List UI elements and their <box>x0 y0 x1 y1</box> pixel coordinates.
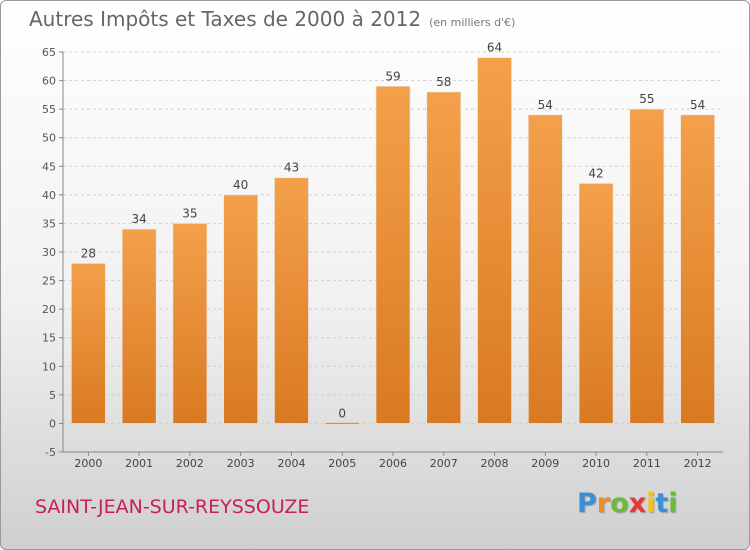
value-label-2004: 43 <box>284 161 299 175</box>
bar-2012 <box>680 114 715 424</box>
bar-2005 <box>324 422 360 425</box>
bar-2004 <box>274 177 309 424</box>
chart-title: Autres Impôts et Taxes de 2000 à 2012 (en… <box>29 7 515 31</box>
value-label-2005: 0 <box>338 406 346 420</box>
x-tick-label-2008: 2008 <box>481 457 509 470</box>
y-tick-label: 65 <box>42 46 56 59</box>
y-tick-label: 15 <box>42 332 56 345</box>
y-tick-label: 0 <box>49 417 56 430</box>
bar-2000 <box>71 263 106 424</box>
bars: 28 34 35 40 43 0 59 58 64 54 42 55 54 <box>71 41 715 425</box>
x-tick-label-2004: 2004 <box>277 457 305 470</box>
value-label-2010: 42 <box>588 166 603 180</box>
y-tick-label: 55 <box>42 103 56 116</box>
value-label-2000: 28 <box>81 246 96 260</box>
logo-letter: i <box>646 488 656 519</box>
logo-letter: o <box>610 488 629 519</box>
y-tick-label: 30 <box>42 246 56 259</box>
y-tick-label: 5 <box>49 389 56 402</box>
x-tick-label-2003: 2003 <box>227 457 255 470</box>
value-label-2012: 54 <box>690 98 705 112</box>
value-label-2003: 40 <box>233 178 248 192</box>
y-tick-label: 20 <box>42 303 56 316</box>
y-tick-label: -5 <box>45 446 56 459</box>
bar-2003 <box>223 194 258 424</box>
value-label-2007: 58 <box>436 75 451 89</box>
x-tick-label-2007: 2007 <box>430 457 458 470</box>
x-tick-label-2012: 2012 <box>684 457 712 470</box>
bar-2011 <box>629 108 665 424</box>
value-label-2008: 64 <box>487 41 502 55</box>
value-label-2011: 55 <box>639 92 654 106</box>
place-name: SAINT-JEAN-SUR-REYSSOUZE <box>35 496 310 518</box>
y-tick-label: 45 <box>42 160 56 173</box>
value-label-2009: 54 <box>538 98 553 112</box>
bar-2008 <box>477 57 512 424</box>
bar-2006 <box>375 85 411 424</box>
y-tick-label: 35 <box>42 217 56 230</box>
x-tick-label-2011: 2011 <box>633 457 661 470</box>
y-tick-label: 40 <box>42 189 56 202</box>
logo-letter: x <box>628 488 647 519</box>
y-tick-label: 50 <box>42 132 56 145</box>
value-label-2006: 59 <box>385 69 400 83</box>
logo-letter: i <box>668 488 678 519</box>
x-tick-label-2002: 2002 <box>176 457 204 470</box>
y-tick-label: 25 <box>42 275 56 288</box>
logo-letter: r <box>596 488 611 519</box>
bar-2002 <box>172 223 208 424</box>
x-tick-label-2005: 2005 <box>328 457 356 470</box>
x-tick-label-2009: 2009 <box>531 457 559 470</box>
proxiti-logo: Proxiti <box>577 488 678 519</box>
bar-2007 <box>426 91 462 424</box>
logo-letter: P <box>577 488 597 519</box>
bar-2001 <box>121 228 157 424</box>
bar-2010 <box>578 183 614 424</box>
chart-subtitle: (en milliers d'€) <box>429 16 516 29</box>
bar-2009 <box>528 114 563 424</box>
value-label-2001: 34 <box>132 212 147 226</box>
x-tick-label-2006: 2006 <box>379 457 407 470</box>
chart-title-text: Autres Impôts et Taxes de 2000 à 2012 <box>29 7 422 31</box>
x-tick-label-2000: 2000 <box>74 457 102 470</box>
value-label-2002: 35 <box>182 206 197 220</box>
x-tick-label-2010: 2010 <box>582 457 610 470</box>
y-tick-label: 10 <box>42 360 56 373</box>
logo-letter: t <box>655 488 669 519</box>
x-tick-label-2001: 2001 <box>125 457 153 470</box>
axes: -5 0 5 10 15 20 25 30 35 40 45 50 55 60 65 2000 2001 2002… <box>42 46 723 470</box>
y-tick-label: 60 <box>42 75 56 88</box>
